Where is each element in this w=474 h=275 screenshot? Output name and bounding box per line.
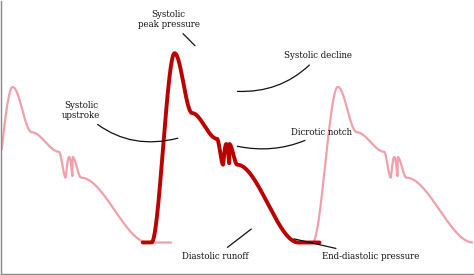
Text: End-diastolic pressure: End-diastolic pressure: [294, 239, 419, 261]
Text: Systolic
peak pressure: Systolic peak pressure: [137, 10, 200, 46]
Text: Dicrotic notch: Dicrotic notch: [237, 128, 352, 149]
Text: Systolic decline: Systolic decline: [237, 51, 352, 92]
Text: Systolic
upstroke: Systolic upstroke: [62, 101, 178, 142]
Text: Diastolic runoff: Diastolic runoff: [182, 229, 251, 261]
